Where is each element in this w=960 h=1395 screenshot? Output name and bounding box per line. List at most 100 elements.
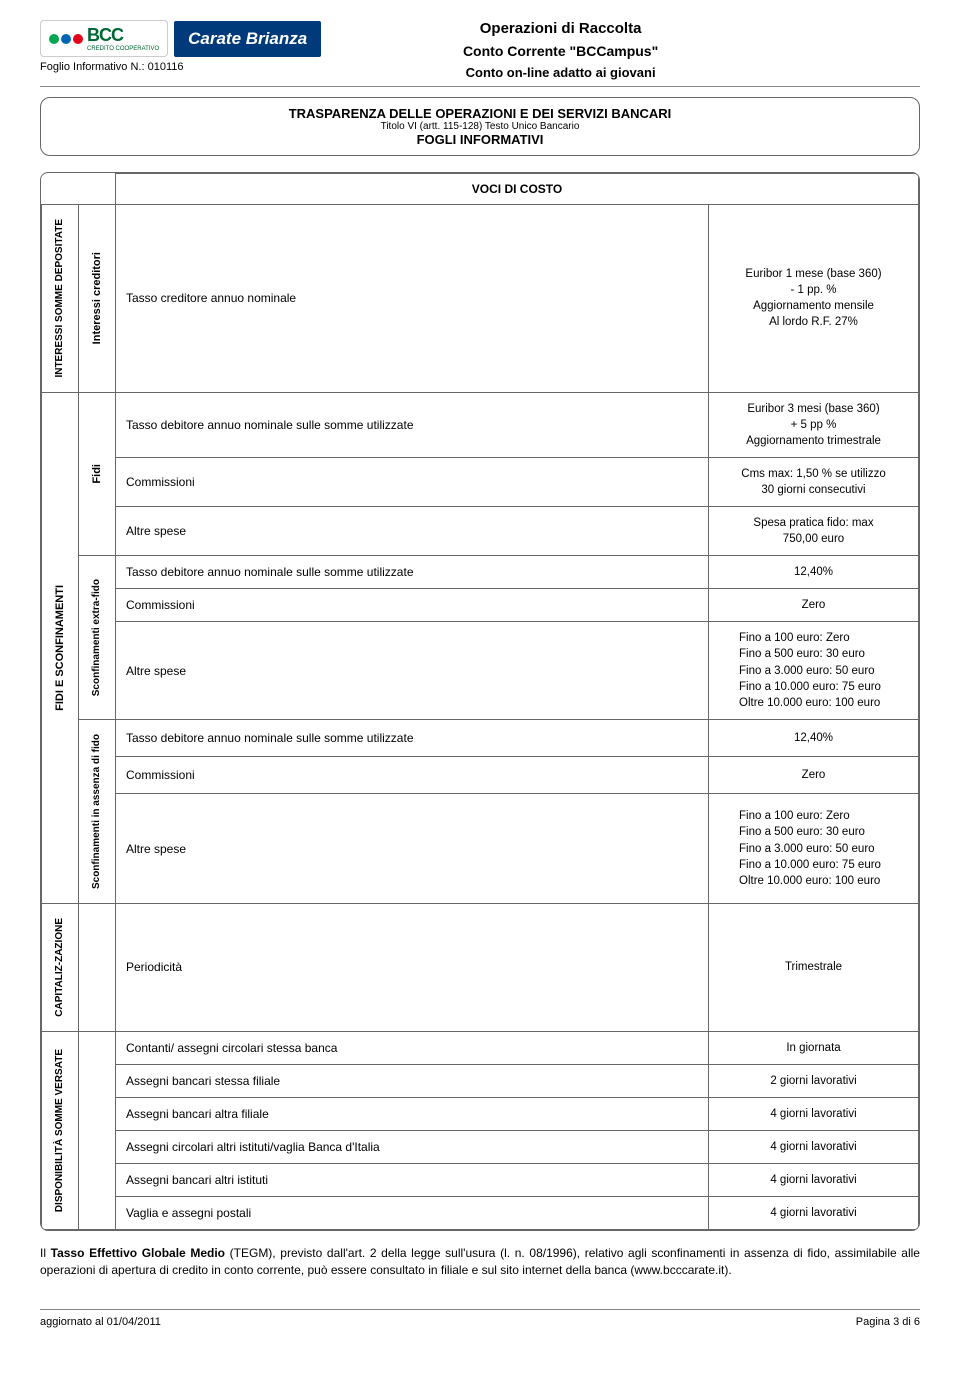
transparency-box: TRASPARENZA DELLE OPERAZIONI E DEI SERVI… xyxy=(40,97,920,156)
dot-green xyxy=(49,34,59,44)
val-cell: Cms max: 1,50 % se utilizzo30 giorni con… xyxy=(709,457,919,506)
dot-blue xyxy=(61,34,71,44)
table-row: Vaglia e assegni postali 4 giorni lavora… xyxy=(42,1197,919,1230)
desc-cell: Contanti/ assegni circolari stessa banca xyxy=(116,1031,709,1064)
vlabel-capitaliz-text: CAPITALIZ-ZAZIONE xyxy=(52,912,67,1023)
table-row: Sconfinamenti in assenza di fido Tasso d… xyxy=(42,719,919,756)
table-row: Altre spese Fino a 100 euro: ZeroFino a … xyxy=(42,794,919,904)
vlabel-dispon-text: DISPONIBILITÀ SOMME VERSATE xyxy=(52,1043,67,1218)
transparency-line1: TRASPARENZA DELLE OPERAZIONI E DEI SERVI… xyxy=(49,106,911,121)
logo-block: BCC CREDITO COOPERATIVO Carate Brianza xyxy=(40,20,321,57)
vlabel-dispon: DISPONIBILITÀ SOMME VERSATE xyxy=(42,1031,79,1230)
table-row: Commissioni Cms max: 1,50 % se utilizzo3… xyxy=(42,457,919,506)
table-row: Commissioni Zero xyxy=(42,589,919,622)
vlabel-fidi-outer: FIDI E SCONFINAMENTI xyxy=(42,392,79,903)
footer-page: Pagina 3 di 6 xyxy=(856,1316,920,1328)
desc-cell: Commissioni xyxy=(116,589,709,622)
desc-cell: Commissioni xyxy=(116,457,709,506)
title-operations: Operazioni di Raccolta xyxy=(321,20,800,37)
desc-cell: Assegni bancari stessa filiale xyxy=(116,1064,709,1097)
foglio-info-label: Foglio Informativo N.: 010116 xyxy=(40,61,321,73)
footer-date: aggiornato al 01/04/2011 xyxy=(40,1316,161,1328)
val-cell: Euribor 1 mese (base 360)- 1 pp. %Aggior… xyxy=(709,205,919,393)
vlabel-fidi-inner: Fidi xyxy=(79,392,116,556)
table-row: Altre spese Spesa pratica fido: max750,0… xyxy=(42,507,919,556)
th-voci-di-costo: VOCI DI COSTO xyxy=(116,174,919,205)
table-row: Assegni bancari altra filiale 4 giorni l… xyxy=(42,1097,919,1130)
val-cell: 2 giorni lavorativi xyxy=(709,1064,919,1097)
val-cell: 12,40% xyxy=(709,719,919,756)
desc-cell: Altre spese xyxy=(116,794,709,904)
desc-cell: Tasso debitore annuo nominale sulle somm… xyxy=(116,392,709,457)
vlabel-fidi-text: FIDI E SCONFINAMENTI xyxy=(52,579,68,717)
page-footer: aggiornato al 01/04/2011 Pagina 3 di 6 xyxy=(40,1309,920,1328)
val-cell: Trimestrale xyxy=(709,903,919,1031)
table-row: Assegni bancari stessa filiale 2 giorni … xyxy=(42,1064,919,1097)
tegm-paragraph: Il Tasso Effettivo Globale Medio (TEGM),… xyxy=(40,1245,920,1279)
desc-cell: Assegni circolari altri istituti/vaglia … xyxy=(116,1130,709,1163)
desc-cell: Tasso creditore annuo nominale xyxy=(116,205,709,393)
val-cell: Spesa pratica fido: max750,00 euro xyxy=(709,507,919,556)
val-cell: Fino a 100 euro: ZeroFino a 500 euro: 30… xyxy=(709,622,919,719)
val-cell: 4 giorni lavorativi xyxy=(709,1197,919,1230)
desc-cell: Altre spese xyxy=(116,622,709,719)
cost-table: VOCI DI COSTO INTERESSI SOMME DEPOSITATE… xyxy=(40,172,920,1231)
logo-bcc: BCC CREDITO COOPERATIVO xyxy=(40,20,168,57)
bcc-subtext: CREDITO COOPERATIVO xyxy=(87,46,159,52)
logo-area: BCC CREDITO COOPERATIVO Carate Brianza F… xyxy=(40,20,321,73)
table-row: Commissioni Zero xyxy=(42,757,919,794)
vlabel-assenza-inner: Sconfinamenti in assenza di fido xyxy=(79,719,116,903)
vlabel-interessi-text: INTERESSI SOMME DEPOSITATE xyxy=(52,213,67,384)
desc-cell: Periodicità xyxy=(116,903,709,1031)
tegm-prefix: Il xyxy=(40,1246,51,1260)
table-header-row: VOCI DI COSTO xyxy=(42,174,919,205)
transparency-line3: FOGLI INFORMATIVI xyxy=(49,132,911,147)
vlabel-extrafido-inner: Sconfinamenti extra-fido xyxy=(79,556,116,720)
table-row: FIDI E SCONFINAMENTI Fidi Tasso debitore… xyxy=(42,392,919,457)
vlabel-capitaliz: CAPITALIZ-ZAZIONE xyxy=(42,903,79,1031)
val-cell: Fino a 100 euro: ZeroFino a 500 euro: 30… xyxy=(709,794,919,904)
val-cell: 4 giorni lavorativi xyxy=(709,1163,919,1196)
vlabel-interessi-outer: INTERESSI SOMME DEPOSITATE xyxy=(42,205,79,393)
page-header: BCC CREDITO COOPERATIVO Carate Brianza F… xyxy=(40,20,920,80)
title-subtitle: Conto on-line adatto ai giovani xyxy=(321,65,800,80)
desc-cell: Vaglia e assegni postali xyxy=(116,1197,709,1230)
transparency-line2: Titolo VI (artt. 115-128) Testo Unico Ba… xyxy=(49,121,911,132)
vlabel-assenza-text: Sconfinamenti in assenza di fido xyxy=(89,728,104,895)
title-account: Conto Corrente "BCCampus" xyxy=(321,43,800,59)
table-row: Assegni circolari altri istituti/vaglia … xyxy=(42,1130,919,1163)
tegm-bold: Tasso Effettivo Globale Medio xyxy=(51,1246,225,1260)
table-row: Assegni bancari altri istituti 4 giorni … xyxy=(42,1163,919,1196)
val-cell: 4 giorni lavorativi xyxy=(709,1097,919,1130)
dot-red xyxy=(73,34,83,44)
table-row: Altre spese Fino a 100 euro: ZeroFino a … xyxy=(42,622,919,719)
val-cell: Zero xyxy=(709,589,919,622)
brand-name: Carate Brianza xyxy=(174,21,321,57)
capitaliz-empty-inner xyxy=(79,903,116,1031)
vlabel-extrafido-text: Sconfinamenti extra-fido xyxy=(89,573,104,702)
val-cell: 4 giorni lavorativi xyxy=(709,1130,919,1163)
desc-cell: Commissioni xyxy=(116,757,709,794)
table-row: CAPITALIZ-ZAZIONE Periodicità Trimestral… xyxy=(42,903,919,1031)
val-cell: Euribor 3 mesi (base 360)+ 5 pp %Aggiorn… xyxy=(709,392,919,457)
desc-cell: Altre spese xyxy=(116,507,709,556)
header-divider xyxy=(40,86,920,87)
val-cell: 12,40% xyxy=(709,556,919,589)
dispon-empty-inner xyxy=(79,1031,116,1230)
vlabel-interessi-inner: Interessi creditori xyxy=(79,205,116,393)
desc-cell: Assegni bancari altra filiale xyxy=(116,1097,709,1130)
header-titles: Operazioni di Raccolta Conto Corrente "B… xyxy=(321,20,800,80)
table-row: INTERESSI SOMME DEPOSITATE Interessi cre… xyxy=(42,205,919,393)
desc-cell: Assegni bancari altri istituti xyxy=(116,1163,709,1196)
desc-cell: Tasso debitore annuo nominale sulle somm… xyxy=(116,556,709,589)
vlabel-fidi-inner-text: Fidi xyxy=(89,458,105,490)
bcc-text-wrap: BCC CREDITO COOPERATIVO xyxy=(87,25,159,52)
val-cell: Zero xyxy=(709,757,919,794)
table-row: Sconfinamenti extra-fido Tasso debitore … xyxy=(42,556,919,589)
table-row: DISPONIBILITÀ SOMME VERSATE Contanti/ as… xyxy=(42,1031,919,1064)
vlabel-creditori-text: Interessi creditori xyxy=(89,246,105,350)
val-cell: In giornata xyxy=(709,1031,919,1064)
logo-dots xyxy=(49,34,83,44)
desc-cell: Tasso debitore annuo nominale sulle somm… xyxy=(116,719,709,756)
bcc-text: BCC xyxy=(87,25,123,45)
